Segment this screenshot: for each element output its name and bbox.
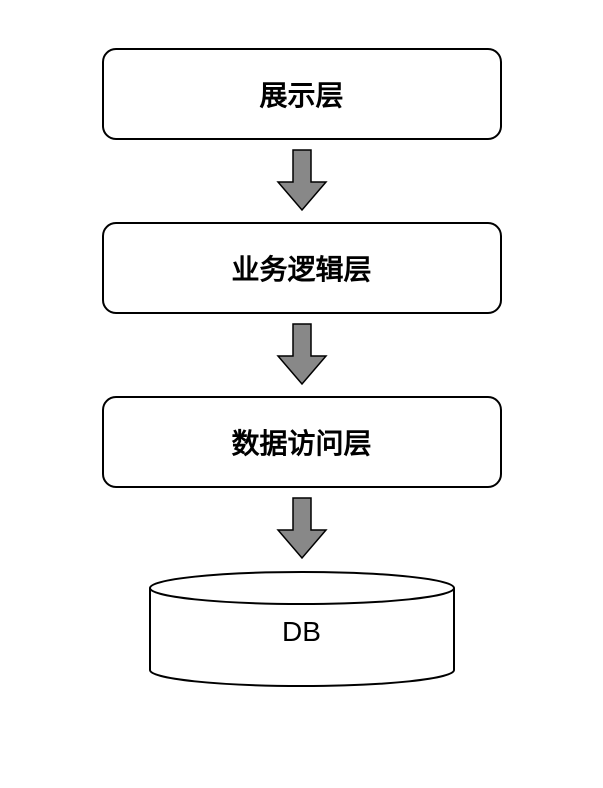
layer-box-presentation: 展示层 — [102, 48, 502, 140]
layer-box-data-access: 数据访问层 — [102, 396, 502, 488]
layer-label: 数据访问层 — [231, 422, 371, 462]
arrow-down-icon — [276, 496, 328, 562]
layer-box-business: 业务逻辑层 — [102, 222, 502, 314]
db-cylinder: DB — [146, 570, 458, 688]
layer-label: 展示层 — [259, 74, 343, 114]
db-label: DB — [282, 616, 321, 648]
arrow-down-icon — [276, 148, 328, 214]
layer-label: 业务逻辑层 — [231, 248, 371, 288]
arrow-down-icon — [276, 322, 328, 388]
